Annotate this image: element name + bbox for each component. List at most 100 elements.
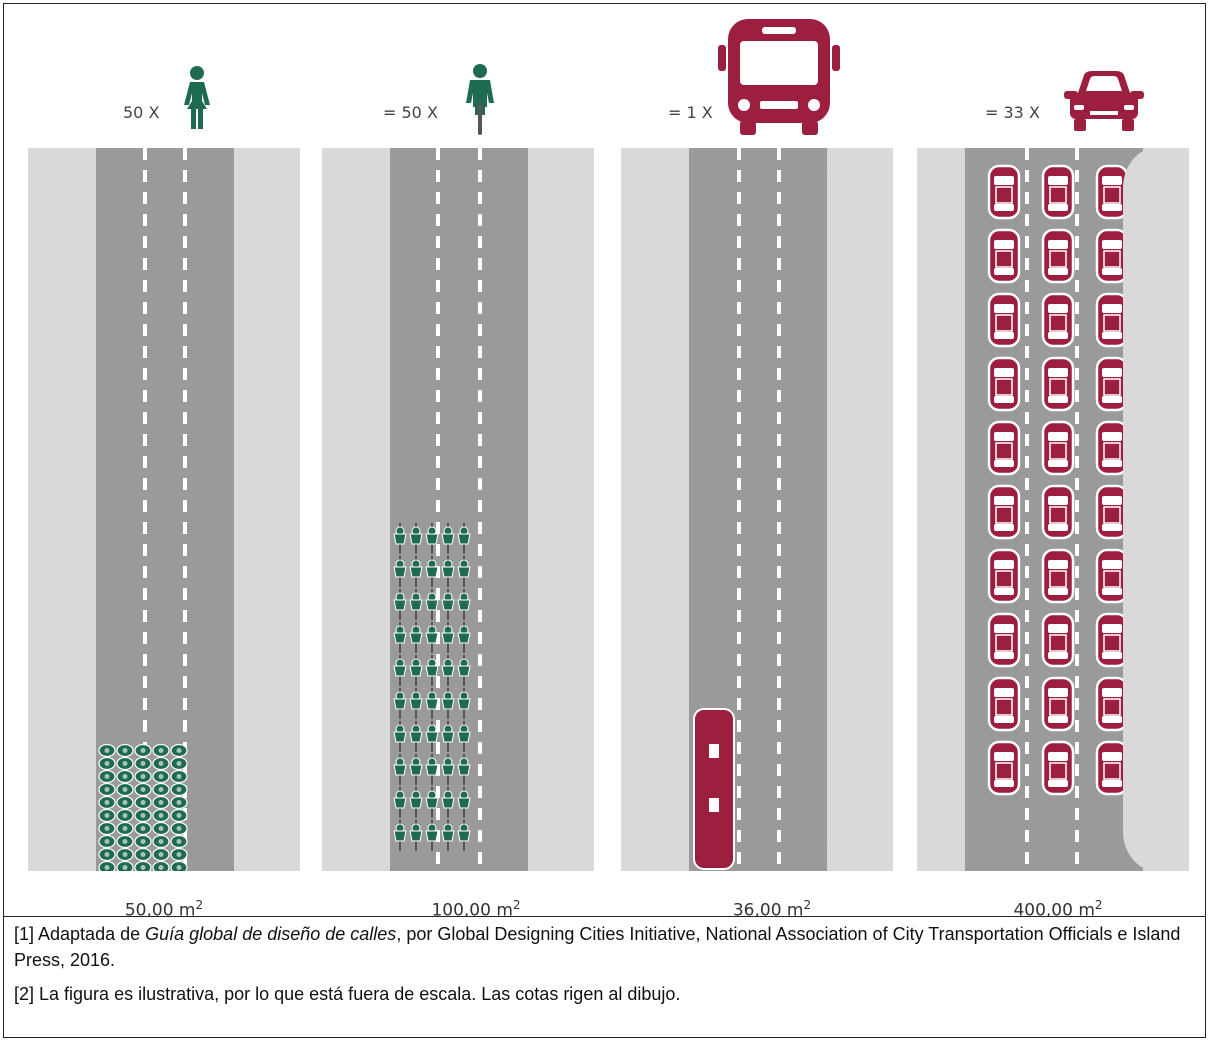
pedestrian-top-icon — [116, 809, 134, 822]
cyclist-top-icon — [393, 721, 407, 752]
car-top-icon — [1095, 612, 1129, 668]
cyclist-top-icon — [409, 523, 423, 554]
pedestrian-top-icon — [116, 757, 134, 770]
pedestrian-crowd — [98, 744, 188, 871]
car-count-label: = 33 X — [985, 103, 1040, 122]
car-top-icon — [987, 292, 1021, 348]
pedestrian-top-icon — [134, 783, 152, 796]
car-top-icon — [987, 612, 1021, 668]
cyclist-top-icon — [441, 556, 455, 587]
pedestrian-top-icon — [134, 757, 152, 770]
pedestrian-top-icon — [152, 757, 170, 770]
car-top-icon — [1041, 740, 1075, 796]
cyclist-top-icon — [409, 754, 423, 785]
cyclist-top-icon — [393, 556, 407, 587]
pedestrian-top-icon — [152, 783, 170, 796]
pedestrian-top-icon — [116, 848, 134, 861]
car-top-icon — [1041, 292, 1075, 348]
cyclist-top-icon — [457, 754, 471, 785]
cyclist-top-icon — [457, 787, 471, 818]
cyclist-top-icon — [457, 721, 471, 752]
car-top-icon — [1095, 228, 1129, 284]
pedestrian-top-icon — [152, 861, 170, 871]
cyclist-top-icon — [457, 688, 471, 719]
pedestrian-top-icon — [152, 770, 170, 783]
bus-icon — [718, 19, 840, 135]
cyclist-top-icon — [393, 754, 407, 785]
pedestrian-top-icon — [116, 796, 134, 809]
car-top-icon — [1095, 676, 1129, 732]
pedestrian-top-icon — [134, 848, 152, 861]
pedestrian-top-icon — [98, 822, 116, 835]
cyclist-top-icon — [409, 688, 423, 719]
bus-area-label: 36,00 m2 — [732, 898, 812, 921]
pedestrian-top-icon — [170, 822, 188, 835]
pedestrian-top-icon — [98, 861, 116, 871]
bus-top-view — [693, 708, 735, 870]
pedestrian-top-icon — [134, 744, 152, 757]
pedestrian-top-icon — [152, 809, 170, 822]
pedestrian-top-icon — [116, 783, 134, 796]
pedestrian-top-icon — [170, 744, 188, 757]
pedestrian-top-icon — [170, 809, 188, 822]
pedestrian-top-icon — [134, 835, 152, 848]
car-top-icon — [1095, 740, 1129, 796]
cyclist-top-icon — [441, 820, 455, 851]
cyclist-top-icon — [425, 721, 439, 752]
car-top-icon — [1095, 356, 1129, 412]
lane-marking — [737, 148, 741, 871]
cyclist-top-icon — [425, 787, 439, 818]
cyclist-top-icon — [457, 820, 471, 851]
cyclist-top-icon — [457, 523, 471, 554]
cyclist-top-icon — [409, 655, 423, 686]
cyclist-count-label: = 50 X — [383, 103, 438, 122]
car-top-icon — [1041, 612, 1075, 668]
pedestrian-top-icon — [170, 783, 188, 796]
pedestrian-top-icon — [116, 835, 134, 848]
lane-marking — [777, 148, 781, 871]
pedestrian-top-icon — [134, 796, 152, 809]
cyclist-crowd — [392, 522, 472, 852]
pedestrian-top-icon — [152, 822, 170, 835]
cyclist-top-icon — [425, 655, 439, 686]
lane-marking — [1075, 148, 1079, 871]
cyclist-top-icon — [457, 622, 471, 653]
note-scale: [2] La figura es ilustrativa, por lo que… — [14, 984, 681, 1004]
pedestrian-top-icon — [170, 861, 188, 871]
pedestrian-top-icon — [98, 744, 116, 757]
cyclist-top-icon — [409, 721, 423, 752]
pedestrian-top-icon — [116, 744, 134, 757]
car-top-icon — [1041, 676, 1075, 732]
street-bus — [621, 148, 893, 871]
cyclist-top-icon — [441, 589, 455, 620]
pedestrian-top-icon — [152, 848, 170, 861]
pedestrian-top-icon — [98, 848, 116, 861]
pedestrian-top-icon — [98, 783, 116, 796]
car-top-icon — [987, 228, 1021, 284]
cyclist-top-icon — [393, 820, 407, 851]
pedestrian-top-icon — [134, 770, 152, 783]
car-top-icon — [1095, 420, 1129, 476]
car-top-icon — [1041, 164, 1075, 220]
cyclist-top-icon — [425, 688, 439, 719]
cyclist-top-icon — [441, 523, 455, 554]
cyclist-top-icon — [441, 655, 455, 686]
cyclist-top-icon — [441, 787, 455, 818]
car-top-icon — [987, 676, 1021, 732]
pedestrian-top-icon — [152, 796, 170, 809]
cyclist-top-icon — [425, 754, 439, 785]
car-top-icon — [987, 740, 1021, 796]
cyclist-top-icon — [393, 589, 407, 620]
car-grid — [987, 164, 1149, 804]
car-top-icon — [987, 484, 1021, 540]
cyclist-top-icon — [457, 556, 471, 587]
cyclist-top-icon — [409, 820, 423, 851]
street-pedestrians — [28, 148, 300, 871]
car-top-icon — [1041, 356, 1075, 412]
cyclist-top-icon — [409, 787, 423, 818]
cyclist-top-icon — [409, 556, 423, 587]
cyclist-top-icon — [425, 523, 439, 554]
street-cyclists — [322, 148, 594, 871]
street-cars — [917, 148, 1189, 871]
bus-count-label: = 1 X — [668, 103, 713, 122]
